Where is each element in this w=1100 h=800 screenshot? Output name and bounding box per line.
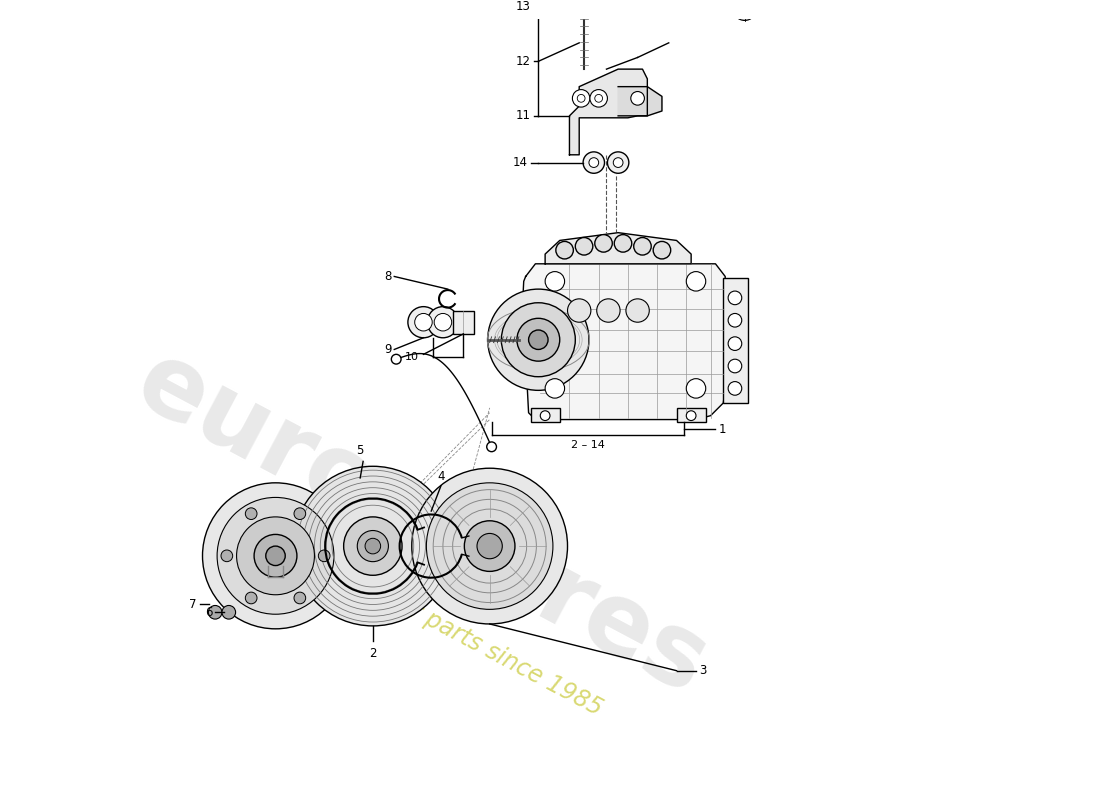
Text: 11: 11 <box>516 110 530 122</box>
Circle shape <box>294 592 306 604</box>
Circle shape <box>236 517 315 594</box>
Circle shape <box>614 158 623 167</box>
Circle shape <box>686 378 706 398</box>
Circle shape <box>728 337 741 350</box>
Text: 2: 2 <box>370 647 376 660</box>
Circle shape <box>634 238 651 255</box>
Circle shape <box>595 94 603 102</box>
Circle shape <box>202 483 349 629</box>
Circle shape <box>245 508 257 519</box>
Text: 3: 3 <box>698 664 706 677</box>
Bar <box>453 310 474 334</box>
Circle shape <box>588 158 598 167</box>
Circle shape <box>590 90 607 107</box>
Circle shape <box>293 466 453 626</box>
Circle shape <box>728 314 741 327</box>
Circle shape <box>728 359 741 373</box>
Bar <box>580 1 588 9</box>
Circle shape <box>486 442 496 452</box>
Polygon shape <box>522 264 725 419</box>
Text: 14: 14 <box>513 156 528 169</box>
Circle shape <box>540 410 550 421</box>
Circle shape <box>517 318 560 361</box>
Circle shape <box>607 152 629 174</box>
Text: eurospares: eurospares <box>120 334 724 716</box>
Circle shape <box>343 517 402 575</box>
Text: 4: 4 <box>437 470 444 483</box>
Circle shape <box>411 468 568 624</box>
Circle shape <box>502 302 575 377</box>
Circle shape <box>546 271 564 291</box>
Bar <box>530 408 560 422</box>
Text: 5: 5 <box>356 443 364 457</box>
Bar <box>711 0 738 15</box>
Circle shape <box>568 299 591 322</box>
Circle shape <box>626 299 649 322</box>
Circle shape <box>254 534 297 578</box>
Text: 8: 8 <box>384 270 392 283</box>
Polygon shape <box>618 86 662 116</box>
Text: 13: 13 <box>516 0 530 14</box>
Circle shape <box>556 242 573 259</box>
Circle shape <box>464 521 515 571</box>
Circle shape <box>358 530 388 562</box>
Circle shape <box>266 546 285 566</box>
Polygon shape <box>546 233 691 264</box>
Bar <box>724 278 748 403</box>
Circle shape <box>728 291 741 305</box>
Circle shape <box>294 508 306 519</box>
Circle shape <box>415 314 432 331</box>
Bar <box>676 408 706 422</box>
Circle shape <box>595 234 613 252</box>
Circle shape <box>529 330 548 350</box>
Circle shape <box>434 314 452 331</box>
Text: 1: 1 <box>718 422 726 436</box>
Circle shape <box>546 378 564 398</box>
Text: 7: 7 <box>189 598 197 611</box>
Circle shape <box>365 538 381 554</box>
Text: 10: 10 <box>405 352 419 362</box>
Text: 12: 12 <box>516 55 530 68</box>
Circle shape <box>653 242 671 259</box>
Circle shape <box>686 410 696 421</box>
Circle shape <box>572 90 590 107</box>
Text: 2 – 14: 2 – 14 <box>571 440 605 450</box>
Polygon shape <box>570 69 647 154</box>
Circle shape <box>630 91 645 105</box>
Circle shape <box>614 234 631 252</box>
Circle shape <box>208 606 222 619</box>
Circle shape <box>217 498 334 614</box>
Circle shape <box>575 238 593 255</box>
Circle shape <box>487 289 588 390</box>
Circle shape <box>408 306 439 338</box>
Text: a passion for parts since 1985: a passion for parts since 1985 <box>279 531 606 720</box>
Circle shape <box>728 382 741 395</box>
Text: 9: 9 <box>384 343 392 356</box>
Circle shape <box>428 306 459 338</box>
Circle shape <box>477 534 503 558</box>
Circle shape <box>733 0 757 21</box>
Circle shape <box>596 299 620 322</box>
Circle shape <box>427 483 553 610</box>
Circle shape <box>318 550 330 562</box>
Circle shape <box>222 606 235 619</box>
Circle shape <box>221 550 233 562</box>
Circle shape <box>578 94 585 102</box>
Circle shape <box>392 354 402 364</box>
Circle shape <box>245 592 257 604</box>
Circle shape <box>686 271 706 291</box>
Text: 6: 6 <box>205 606 212 618</box>
Circle shape <box>583 152 605 174</box>
